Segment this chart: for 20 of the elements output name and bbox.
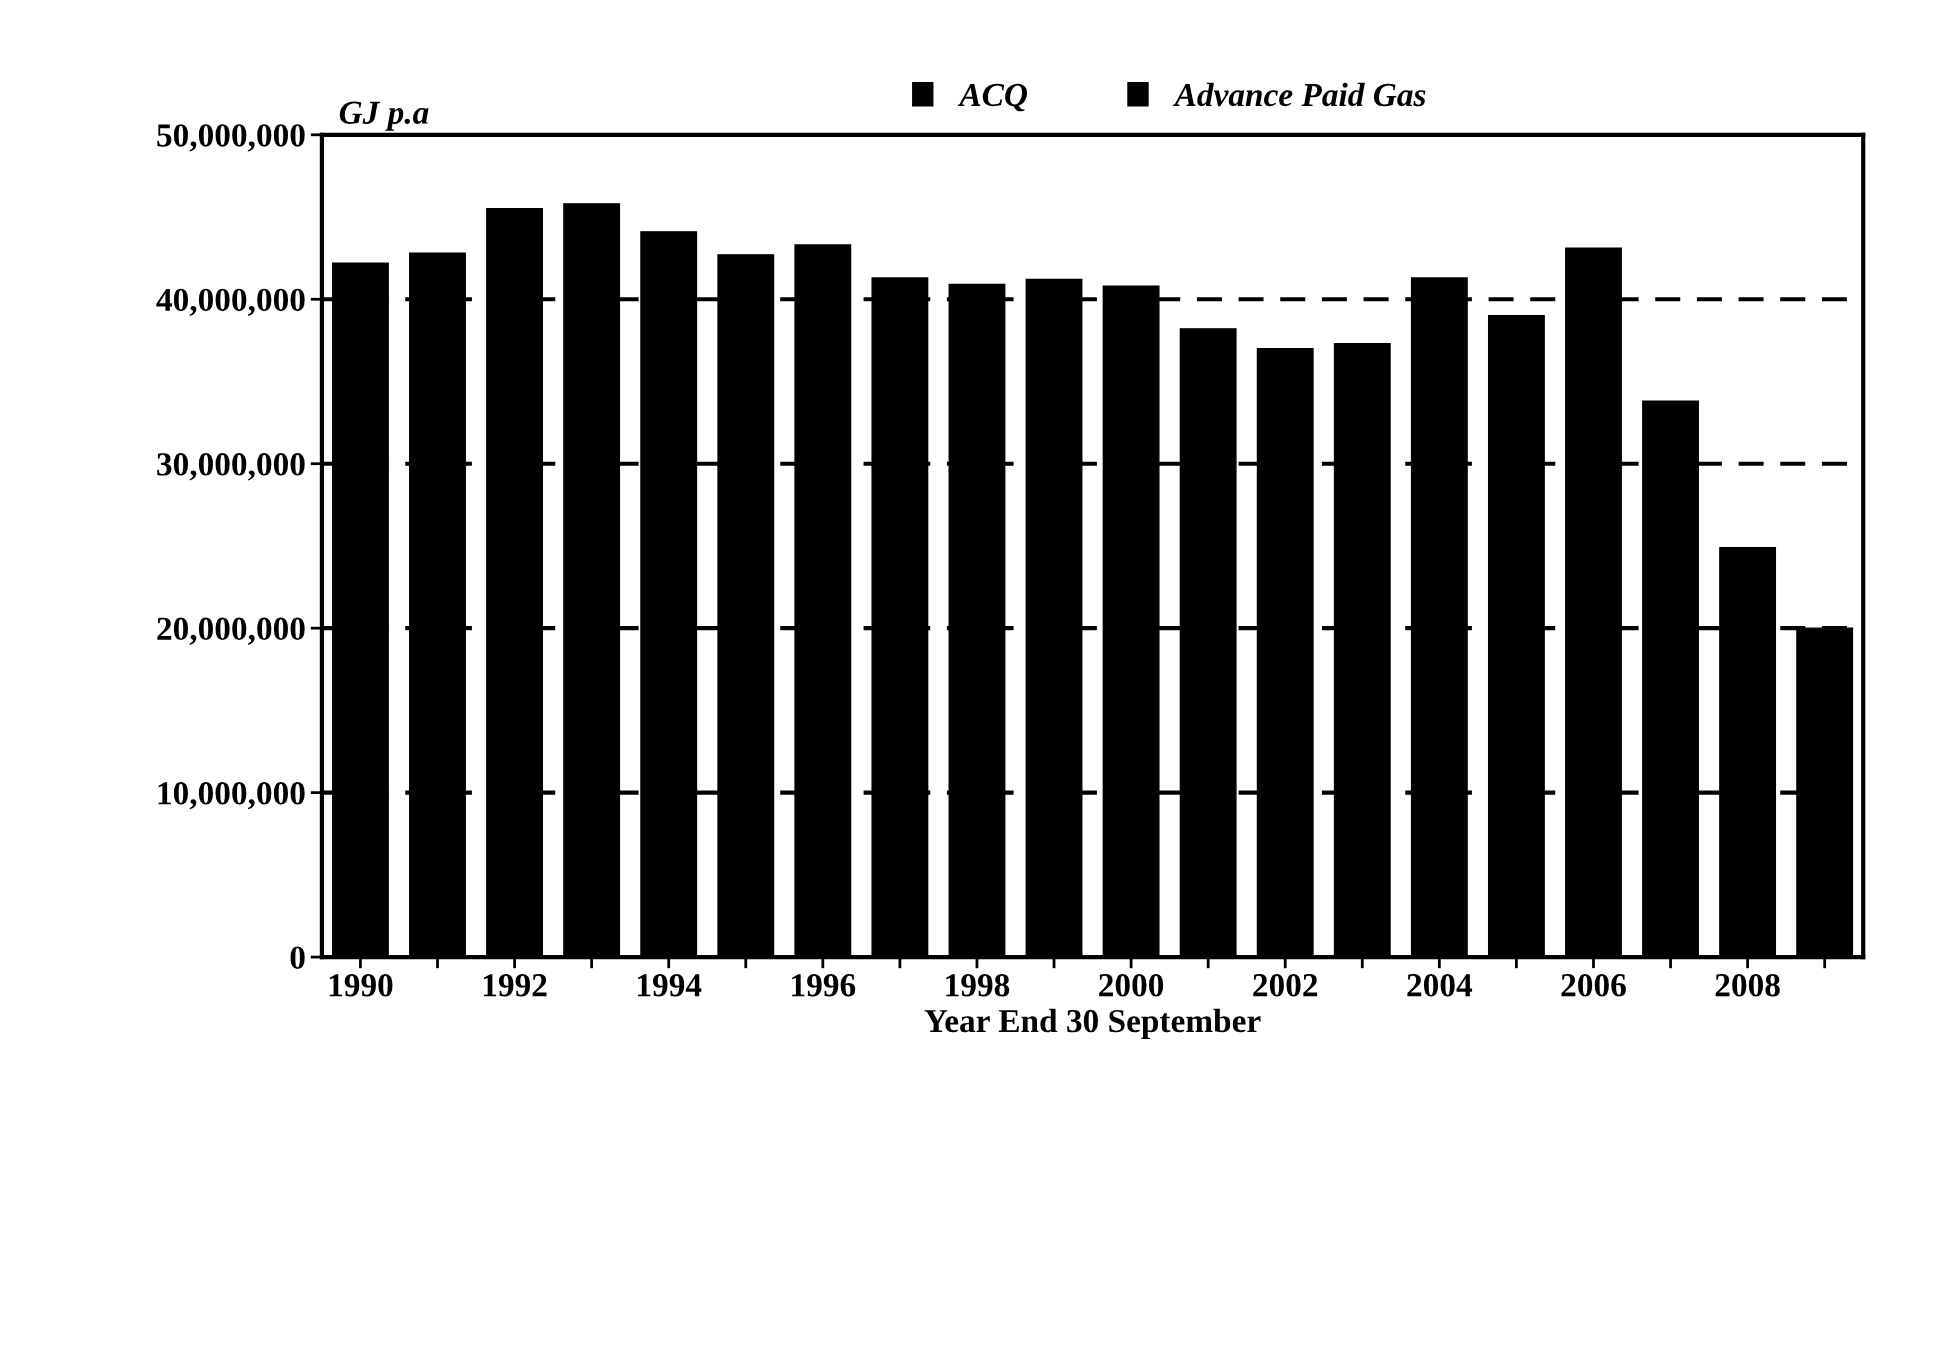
legend-label: ACQ xyxy=(957,83,1028,112)
x-tick-label: 2000 xyxy=(1099,974,1164,997)
y-axis-title: GJ p.a xyxy=(339,101,429,131)
y-tick-label: 0 xyxy=(290,946,305,969)
x-tick-label: 2004 xyxy=(1407,974,1473,997)
x-tick-label: 2006 xyxy=(1561,974,1626,997)
x-tick-label: 1994 xyxy=(638,974,702,997)
legend-label: Advance Paid Gas xyxy=(1172,82,1426,107)
y-tick-label: 30,000,000 xyxy=(157,453,305,481)
y-tick-label: 40,000,000 xyxy=(156,288,305,316)
y-tick-label: 10,000,000 xyxy=(158,782,305,810)
x-tick-label: 1996 xyxy=(792,974,856,997)
x-tick-label: 2008 xyxy=(1715,974,1780,997)
x-tick-label: 2002 xyxy=(1253,974,1318,997)
y-tick-label: 50,000,000 xyxy=(157,124,305,152)
y-tick-label: 20,000,000 xyxy=(157,617,305,645)
x-tick-label: 1990 xyxy=(329,974,393,997)
x-tick-label: 1998 xyxy=(946,974,1010,997)
x-tick-label: 1992 xyxy=(483,974,547,997)
x-axis-title: Year End 30 September xyxy=(924,1008,1261,1040)
